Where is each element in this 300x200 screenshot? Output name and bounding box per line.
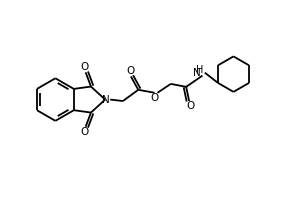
Text: N: N [102,95,110,105]
Text: O: O [126,66,134,76]
Text: H: H [196,65,204,75]
Text: O: O [81,62,89,72]
Text: N: N [193,68,200,78]
Text: O: O [151,93,159,103]
Text: O: O [187,101,195,111]
Text: O: O [81,127,89,137]
